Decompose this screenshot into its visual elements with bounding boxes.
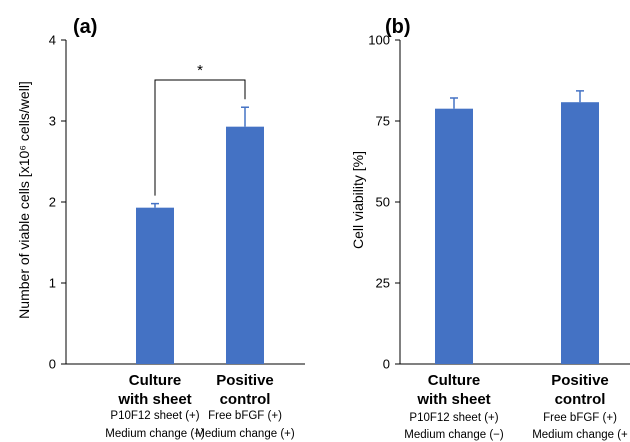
- panel-a-y-tick-label: 4: [49, 33, 56, 48]
- panel-a-category-label: Culture: [129, 372, 182, 389]
- panel-b-label: (b): [385, 16, 411, 38]
- panel-a-significance-label: *: [197, 62, 203, 79]
- panel-b-condition-label: P10F12 sheet (+): [409, 412, 498, 424]
- panel-a-y-tick-label: 2: [49, 195, 56, 210]
- panel-a-category-label: with sheet: [117, 391, 191, 408]
- panel-b: (b) Cell viability [%] 0 25 50 75 100 Culture…: [350, 16, 630, 441]
- panel-a-condition-label: P10F12 sheet (+): [110, 410, 199, 422]
- panel-b-y-tick-label: 0: [383, 357, 390, 372]
- panel-b-category-label: Positive: [551, 372, 609, 389]
- panel-a-bar-2: [226, 126, 264, 364]
- panel-b-bar-2: [561, 102, 599, 364]
- panel-b-y-tick-label: 50: [376, 195, 390, 210]
- panel-a-category-label: control: [220, 391, 271, 408]
- panel-b-category-label: control: [555, 391, 606, 408]
- panel-a: (a) Number of viable cells [x10⁶ cells/w…: [16, 16, 305, 440]
- panel-a-y-tick-label: 3: [49, 114, 56, 129]
- panel-a-condition-label: Medium change (+): [195, 428, 295, 440]
- panel-a-y-axis-label: Number of viable cells [x10⁶ cells/well]: [16, 81, 32, 319]
- panel-b-condition-label: Medium change (+: [532, 429, 628, 441]
- panel-b-bar-1: [435, 108, 473, 364]
- panel-b-y-tick-label: 100: [368, 33, 390, 48]
- panel-b-condition-label: Free bFGF (+): [543, 412, 617, 424]
- panel-a-bar-1: [136, 207, 174, 364]
- panel-b-y-tick-label: 75: [376, 114, 390, 129]
- panel-a-condition-label: Free bFGF (+): [208, 410, 282, 422]
- panel-b-category-label: Culture: [428, 372, 481, 389]
- panel-a-label: (a): [73, 16, 97, 38]
- panel-b-condition-label: Medium change (−): [404, 429, 504, 441]
- panel-b-category-label: with sheet: [416, 391, 490, 408]
- panel-b-y-tick-label: 25: [376, 276, 390, 291]
- panel-a-condition-label: Medium change (−): [105, 428, 205, 440]
- panel-a-y-tick-label: 0: [49, 357, 56, 372]
- panel-a-category-label: Positive: [216, 372, 274, 389]
- panel-a-significance-bracket: [154, 79, 246, 196]
- panel-b-y-axis-label: Cell viability [%]: [350, 151, 366, 249]
- panel-a-y-tick-label: 1: [49, 276, 56, 291]
